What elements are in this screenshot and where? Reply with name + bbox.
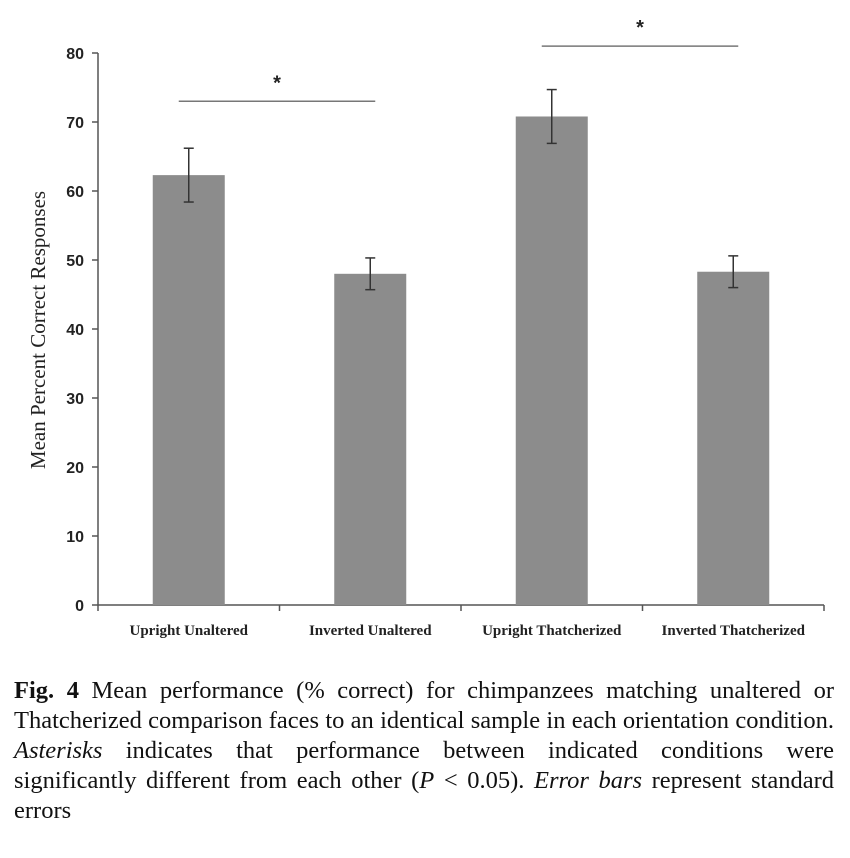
y-tick-label: 50 xyxy=(66,253,84,270)
caption-italic-2: P xyxy=(419,767,435,794)
significance-asterisk: * xyxy=(273,72,281,94)
figure-caption: Fig. 4 Mean performance (% correct) for … xyxy=(14,676,834,826)
caption-text-3: < 0.05). xyxy=(434,767,534,794)
y-tick-label: 30 xyxy=(66,391,84,408)
caption-italic-3: Error bars xyxy=(533,767,643,794)
y-tick-label: 20 xyxy=(66,460,84,477)
y-tick-label: 60 xyxy=(66,184,84,201)
caption-italic-1: Asterisks xyxy=(14,737,103,764)
bar xyxy=(515,116,588,605)
y-axis-label: Mean Percent Correct Responses xyxy=(26,191,50,469)
caption-text-1: Mean performance (% correct) for chimpan… xyxy=(14,677,834,734)
significance-asterisk: * xyxy=(636,17,644,39)
y-tick-label: 80 xyxy=(66,46,84,63)
y-tick-label: 10 xyxy=(66,529,84,546)
category-label: Upright Thatcherized xyxy=(482,623,622,639)
y-tick-label: 40 xyxy=(66,322,84,339)
labels-group: 0 10 20 30 40 50 60 70 80 Upright Unaltered Invert… xyxy=(66,46,805,639)
category-label: Inverted Thatcherized xyxy=(662,623,806,639)
figure-label: Fig. 4 xyxy=(14,677,79,704)
bars-group xyxy=(152,116,770,605)
bar xyxy=(152,175,225,605)
bar xyxy=(334,273,407,605)
significance-group: ** xyxy=(178,17,739,103)
category-label: Upright Unaltered xyxy=(130,623,249,639)
caption-text-2: indicates that performance between indic… xyxy=(14,737,834,794)
bar xyxy=(697,271,770,605)
category-label: Inverted Unaltered xyxy=(309,623,432,639)
y-tick-label: 70 xyxy=(66,115,84,132)
error-bars-group xyxy=(183,88,739,291)
caption-text-4: represent standard errors xyxy=(14,767,834,824)
y-tick-label: 0 xyxy=(75,598,84,615)
